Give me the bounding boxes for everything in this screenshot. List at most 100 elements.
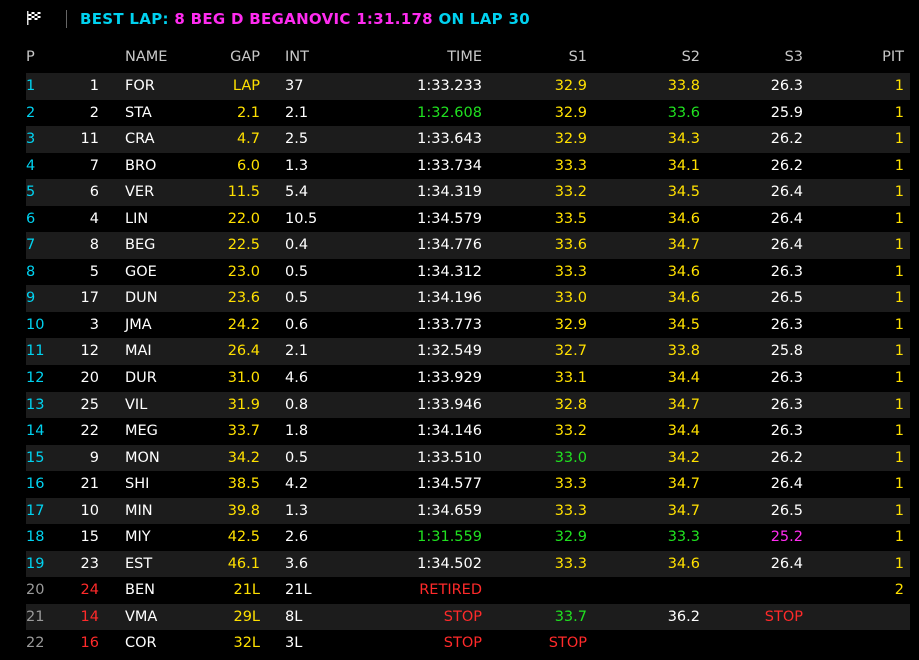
cell-p: 16 xyxy=(26,476,45,493)
cell-pit: 1 xyxy=(894,316,904,333)
table-header: P NAME GAP INT TIME S1 S2 S3 PIT xyxy=(0,46,919,68)
table-row: 7 8 BEG 22.5 0.4 1:34.776 33.6 34.7 26.4 1 xyxy=(0,232,919,259)
cell-int: 2.6 xyxy=(285,529,309,546)
cell-s2: 34.2 xyxy=(667,449,700,466)
cell-name: MIN xyxy=(125,502,153,519)
cell-num: 20 xyxy=(80,370,99,387)
cell-pit: 1 xyxy=(894,290,904,307)
table-row: 21 14 VMA 29L 8L STOP 33.7 36.2 STOP xyxy=(0,603,919,631)
cell-time: 1:34.146 xyxy=(417,423,482,440)
cell-int: 2.5 xyxy=(285,131,309,148)
header-s1: S1 xyxy=(568,49,587,65)
cell-num: 15 xyxy=(80,529,99,546)
cell-num: 2 xyxy=(89,104,99,121)
cell-time: 1:34.502 xyxy=(417,555,482,572)
cell-s1: 32.9 xyxy=(554,529,587,546)
cell-s2: 34.7 xyxy=(667,396,700,413)
cell-num: 11 xyxy=(80,131,99,148)
table-row: 17 10 MIN 39.8 1.3 1:34.659 33.3 34.7 26.5 1 xyxy=(0,497,919,525)
cell-pit: 1 xyxy=(894,476,904,493)
cell-num: 23 xyxy=(80,555,99,572)
cell-pit: 1 xyxy=(894,423,904,440)
cell-int: 1.3 xyxy=(285,157,309,174)
cell-s1: 33.7 xyxy=(554,608,587,625)
cell-s2: 34.3 xyxy=(667,131,700,148)
cell-gap: 46.1 xyxy=(227,555,260,572)
cell-gap: 21L xyxy=(233,582,260,599)
cell-p: 1 xyxy=(26,78,36,94)
cell-pit: 2 xyxy=(894,582,904,599)
best-lap-driver: 8 BEG D BEGANOVIC 1:31.178 xyxy=(174,10,433,28)
cell-name: MIY xyxy=(125,529,151,546)
cell-s3: 26.2 xyxy=(770,157,803,174)
cell-name: VER xyxy=(125,184,155,201)
cell-num: 22 xyxy=(80,423,99,440)
cell-gap: 32L xyxy=(233,635,260,652)
cell-int: 1.3 xyxy=(285,502,309,519)
cell-s1: 32.7 xyxy=(554,343,587,360)
header-p: P xyxy=(26,49,35,65)
cell-time: 1:31.559 xyxy=(417,529,482,546)
cell-s1: 32.8 xyxy=(554,396,587,413)
cell-s3: 26.4 xyxy=(770,555,803,572)
cell-gap: 23.6 xyxy=(227,290,260,307)
table-row: 14 22 MEG 33.7 1.8 1:34.146 33.2 34.4 26.3 1 xyxy=(0,418,919,445)
cell-p: 14 xyxy=(26,423,45,440)
cell-s2: 34.6 xyxy=(667,210,700,227)
table-row: 3 11 CRA 4.7 2.5 1:33.643 32.9 34.3 26.2 1 xyxy=(0,126,919,153)
cell-pit: 1 xyxy=(894,78,904,94)
cell-int: 8L xyxy=(285,608,303,625)
divider xyxy=(66,10,67,28)
cell-s3: 26.3 xyxy=(770,263,803,280)
cell-s1: 33.6 xyxy=(554,237,587,254)
cell-name: FOR xyxy=(125,78,155,94)
cell-gap: LAP xyxy=(232,78,260,94)
cell-time: 1:33.233 xyxy=(417,78,482,94)
cell-s1: 33.3 xyxy=(554,263,587,280)
cell-s2: 36.2 xyxy=(667,608,700,625)
cell-gap: 23.0 xyxy=(227,263,260,280)
cell-int: 1.8 xyxy=(285,423,309,440)
cell-time: 1:34.312 xyxy=(417,263,482,280)
cell-p: 22 xyxy=(26,635,45,652)
best-lap-banner: BEST LAP: 8 BEG D BEGANOVIC 1:31.178 ON … xyxy=(80,10,530,28)
cell-num: 6 xyxy=(89,184,99,201)
cell-s3: 26.4 xyxy=(770,184,803,201)
table-row: 1 1 FOR LAP 37 1:33.233 32.9 33.8 26.3 1 xyxy=(0,73,919,100)
header-gap: GAP xyxy=(230,49,260,65)
cell-pit: 1 xyxy=(894,263,904,280)
cell-gap: 2.1 xyxy=(236,104,260,121)
table-row: 10 3 JMA 24.2 0.6 1:33.773 32.9 34.5 26.3 1 xyxy=(0,312,919,339)
cell-pit: 1 xyxy=(894,210,904,227)
table-row: 18 15 MIY 42.5 2.6 1:31.559 32.9 33.3 25.2 1 xyxy=(0,524,919,551)
cell-num: 14 xyxy=(80,608,99,625)
cell-time: 1:34.577 xyxy=(417,476,482,493)
cell-int: 5.4 xyxy=(285,184,309,201)
cell-s1: 33.2 xyxy=(554,184,587,201)
cell-s3: 26.3 xyxy=(770,370,803,387)
cell-pit: 1 xyxy=(894,184,904,201)
cell-name: VMA xyxy=(125,608,158,625)
cell-int: 0.5 xyxy=(285,263,309,280)
cell-pit: 1 xyxy=(894,529,904,546)
table-row: 9 17 DUN 23.6 0.5 1:34.196 33.0 34.6 26.5 1 xyxy=(0,285,919,312)
table-row: 5 6 VER 11.5 5.4 1:34.319 33.2 34.5 26.4 1 xyxy=(0,179,919,206)
cell-int: 2.1 xyxy=(285,104,309,121)
cell-gap: 42.5 xyxy=(227,529,260,546)
cell-gap: 38.5 xyxy=(227,476,260,493)
cell-name: DUN xyxy=(125,290,158,307)
cell-p: 21 xyxy=(26,608,45,625)
table-row: 20 24 BEN 21L 21L RETIRED 2 xyxy=(0,577,919,604)
cell-s1: 33.5 xyxy=(554,210,587,227)
cell-s2: 34.4 xyxy=(667,370,700,387)
cell-s3: 26.4 xyxy=(770,237,803,254)
cell-s3: 26.3 xyxy=(770,423,803,440)
cell-num: 5 xyxy=(89,263,99,280)
cell-p: 15 xyxy=(26,449,45,466)
table-row: 15 9 MON 34.2 0.5 1:33.510 33.0 34.2 26.2 1 xyxy=(0,444,919,472)
cell-num: 17 xyxy=(80,290,99,307)
cell-name: JMA xyxy=(125,316,152,333)
cell-time: 1:34.196 xyxy=(417,290,482,307)
cell-pit: 1 xyxy=(894,104,904,121)
cell-s3: 25.2 xyxy=(770,529,803,546)
